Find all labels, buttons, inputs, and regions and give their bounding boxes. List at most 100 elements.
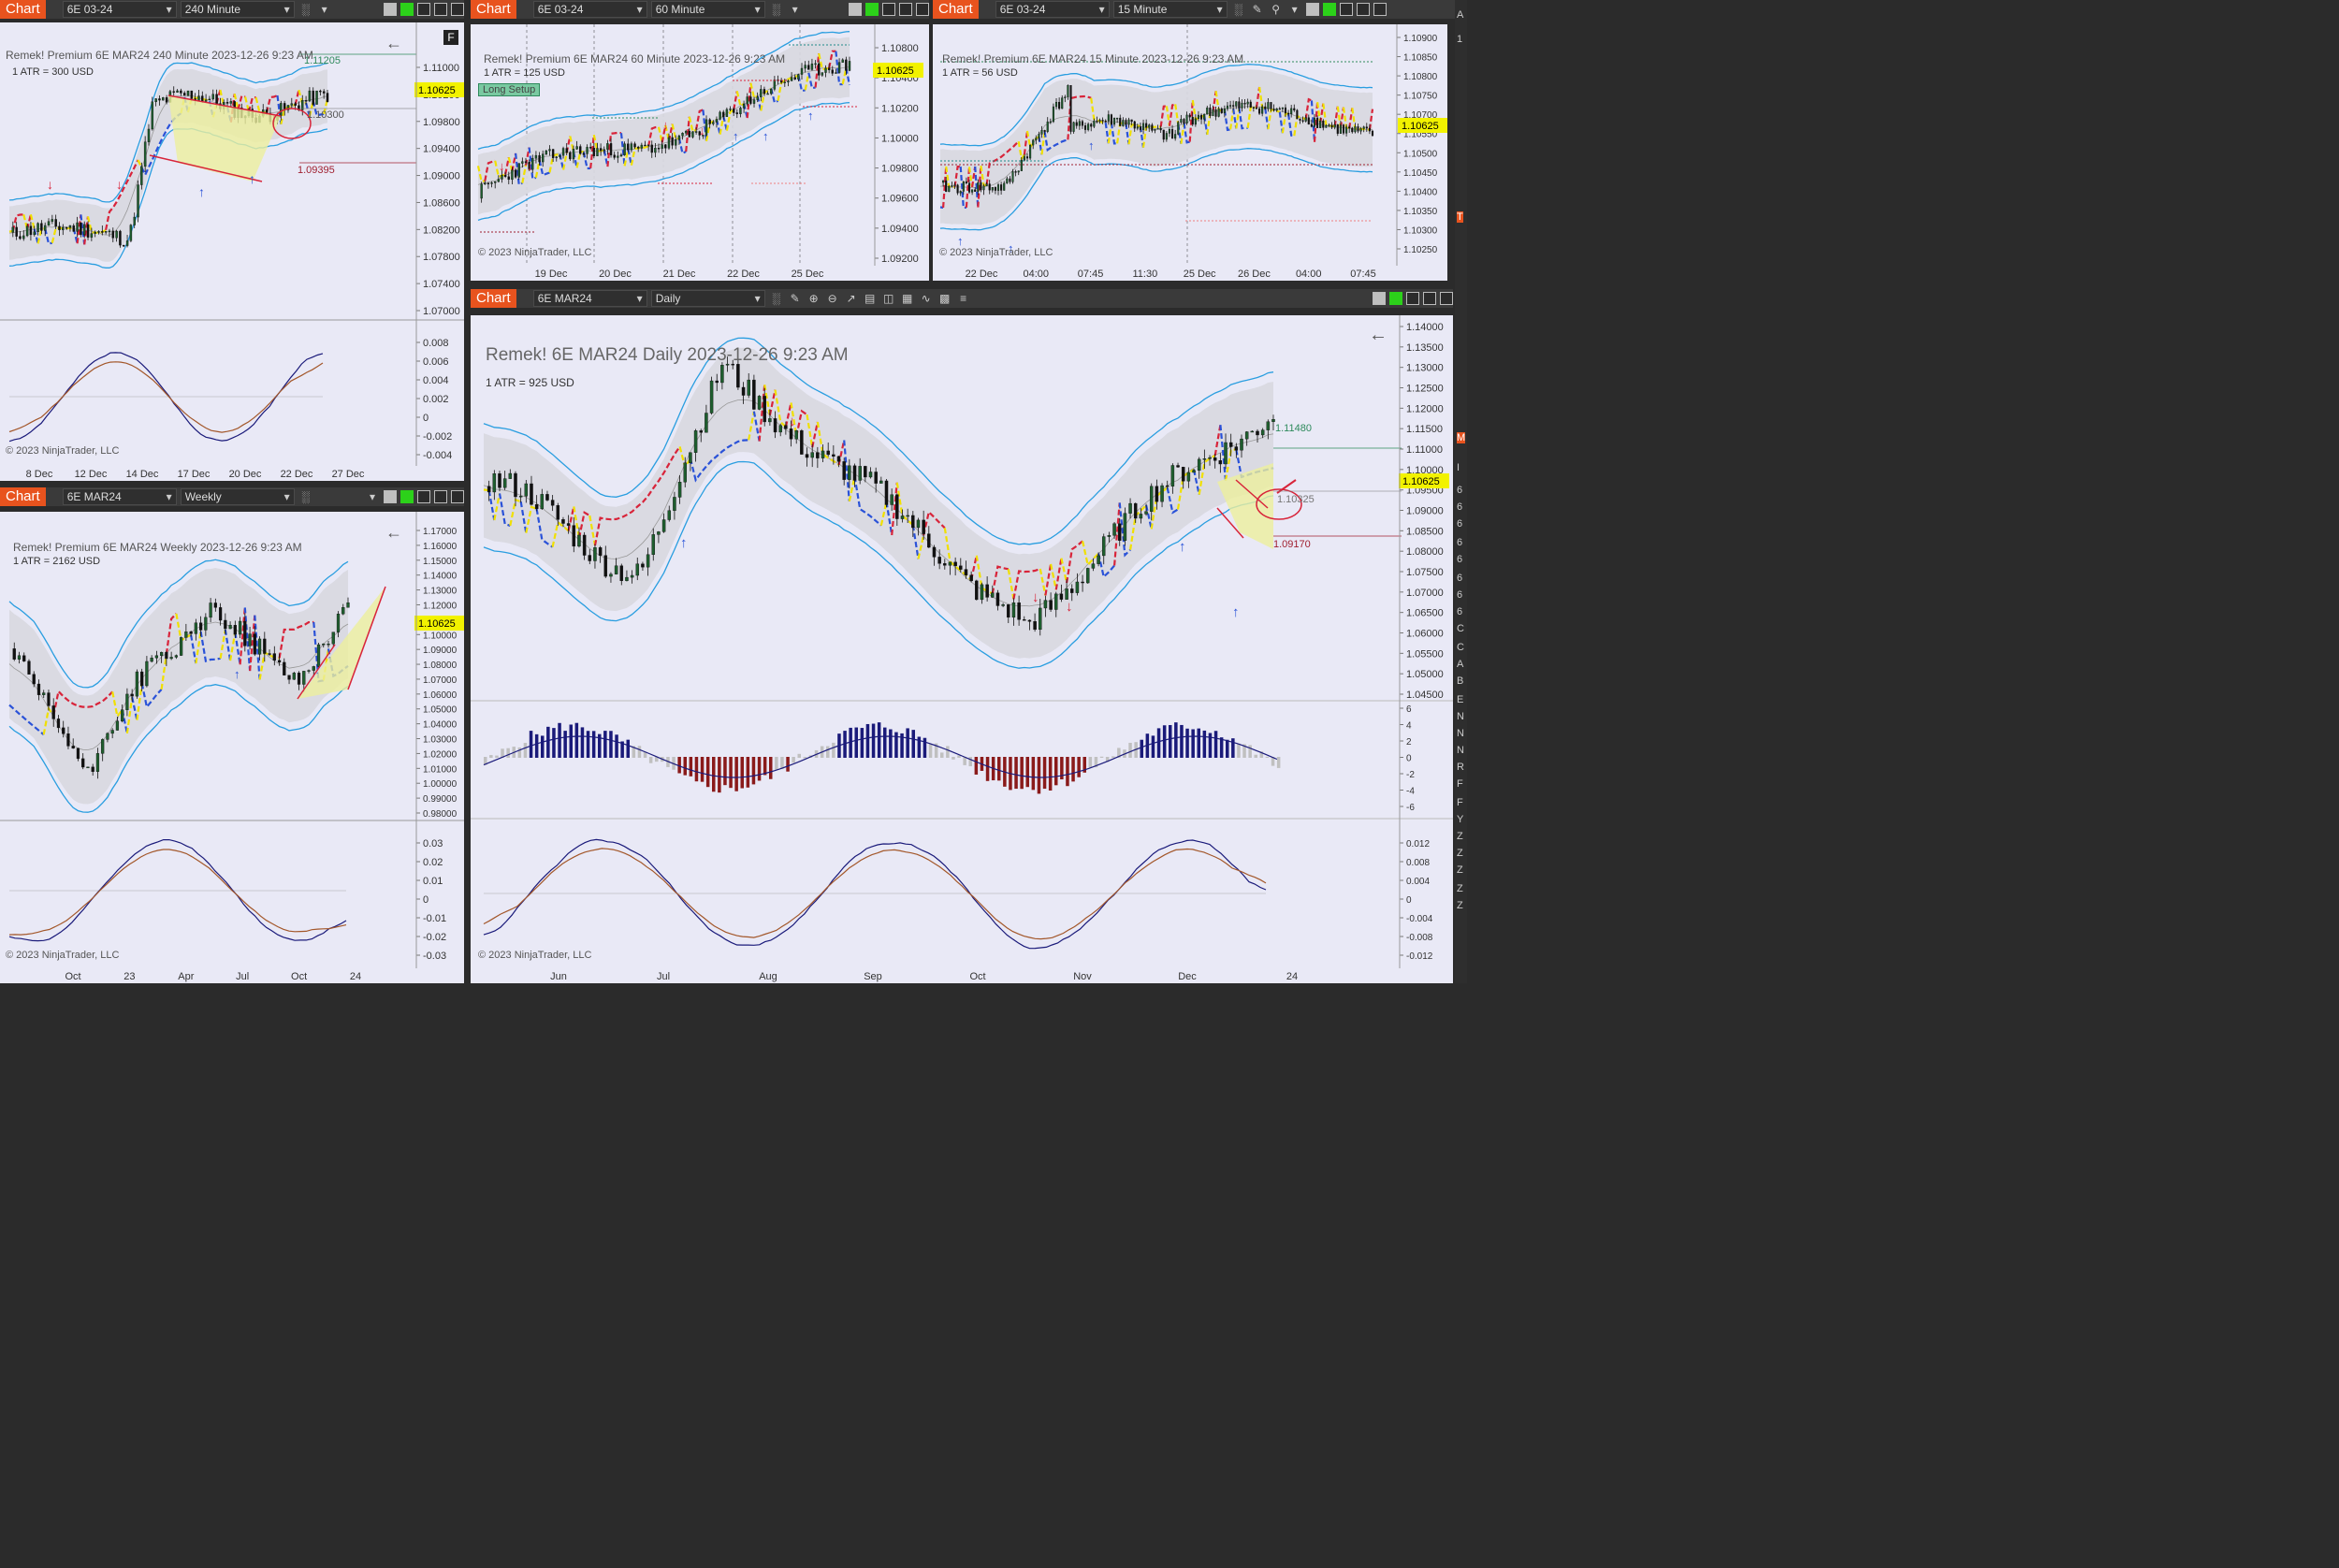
chart-tab[interactable]: Chart	[0, 0, 46, 19]
candle-body	[1107, 535, 1111, 537]
minimize-icon[interactable]	[417, 3, 430, 16]
flag-badge[interactable]: F	[443, 30, 458, 45]
close-icon[interactable]	[451, 3, 464, 16]
histogram-bar	[889, 729, 893, 758]
chart-header: Remek! Premium 6E MAR24 60 Minute 2023-1…	[484, 52, 786, 65]
trailing-stop-line	[985, 140, 1020, 185]
list-icon[interactable]: ≡	[960, 292, 967, 305]
candle-body	[1220, 108, 1223, 113]
zoom-out-icon[interactable]: ⊖	[827, 292, 837, 305]
minimize-icon[interactable]	[1406, 292, 1419, 305]
candle-body	[1139, 126, 1141, 130]
window-link-icon[interactable]	[1373, 292, 1386, 305]
period-selector[interactable]: 60 Minute	[650, 1, 765, 18]
period-selector[interactable]: 240 Minute	[180, 1, 295, 18]
candle-body	[524, 483, 529, 497]
candle-body	[667, 510, 672, 520]
window-status-icon[interactable]	[400, 490, 414, 503]
histogram-bar	[495, 755, 499, 758]
histogram-bar	[655, 757, 659, 762]
histogram-bar	[1248, 745, 1252, 758]
back-arrow-icon[interactable]: ←	[385, 34, 402, 52]
maximize-icon[interactable]	[434, 490, 447, 503]
instrument-selector[interactable]: 6E 03-24	[995, 1, 1110, 18]
candle-body	[530, 483, 533, 505]
indicators-icon[interactable]: ▦	[902, 292, 913, 305]
instrument-selector[interactable]: 6E MAR24	[62, 488, 177, 505]
chart-tab[interactable]: Chart	[471, 289, 516, 308]
window-status-icon[interactable]	[865, 3, 879, 16]
close-icon[interactable]	[916, 3, 929, 16]
trailing-stop-line	[1198, 454, 1216, 495]
zoom-in-icon[interactable]: ⊕	[808, 292, 819, 305]
maximize-icon[interactable]	[899, 3, 912, 16]
bar-type-icon[interactable]: ░	[772, 3, 780, 16]
data-box-icon[interactable]: ▤	[864, 292, 876, 305]
draw-tool-icon[interactable]: ✎	[790, 292, 800, 305]
close-icon[interactable]	[451, 490, 464, 503]
candle-body	[51, 705, 55, 719]
trailing-stop-line	[1023, 130, 1029, 155]
candle-body	[1244, 431, 1249, 440]
candle-body	[592, 148, 596, 156]
candle-body	[110, 730, 114, 734]
dropdown-arrow-icon[interactable]: ▾	[369, 490, 376, 503]
candle-body	[1149, 486, 1154, 512]
candle-body	[974, 189, 977, 192]
templates-icon[interactable]: ▩	[939, 292, 951, 305]
instrument-selector[interactable]: 6E 03-24	[62, 1, 177, 18]
histogram-bar	[792, 757, 795, 763]
candle-body	[1310, 123, 1313, 127]
dropdown-arrow-icon[interactable]: ▾	[1291, 3, 1298, 16]
window-status-icon[interactable]	[400, 3, 414, 16]
back-arrow-icon[interactable]: ←	[385, 523, 402, 542]
minimize-icon[interactable]	[882, 3, 895, 16]
minimize-icon[interactable]	[1339, 3, 1353, 16]
trailing-stop-line	[1097, 553, 1115, 579]
period-selector[interactable]: 15 Minute	[1112, 1, 1228, 18]
draw-tool-icon[interactable]: ✎	[1252, 3, 1262, 16]
candle-body	[1296, 109, 1299, 120]
price-pane[interactable]: 1.112051.103001.093951.110001.102001.098…	[0, 22, 465, 1568]
zoom-icon[interactable]: ⚲	[1271, 3, 1281, 16]
price-pane[interactable]: 1.17000 1.16000 1.15000 1.14000 1.13000 1.120…	[0, 512, 465, 1568]
candle-body	[1345, 126, 1348, 134]
window-status-icon[interactable]	[1389, 292, 1402, 305]
period-selector[interactable]: Weekly	[180, 488, 295, 505]
window-link-icon[interactable]	[849, 3, 862, 16]
minimize-icon[interactable]	[417, 490, 430, 503]
candle-body	[331, 632, 335, 645]
maximize-icon[interactable]	[1356, 3, 1370, 16]
instrument-selector[interactable]: 6E 03-24	[532, 1, 647, 18]
close-icon[interactable]	[1440, 292, 1453, 305]
maximize-icon[interactable]	[1423, 292, 1436, 305]
strategies-icon[interactable]: ∿	[921, 292, 931, 305]
bar-type-icon[interactable]: ░	[301, 490, 310, 503]
price-pane[interactable]: 1.10800 1.10400 1.10200 1.10000 1.09800 1.096…	[471, 24, 929, 1568]
bar-type-icon[interactable]: ░	[301, 3, 310, 16]
dropdown-arrow-icon[interactable]: ▾	[321, 3, 327, 16]
properties-icon[interactable]: ◫	[883, 292, 894, 305]
histogram-bar	[968, 757, 972, 767]
window-link-icon[interactable]	[384, 3, 397, 16]
bar-type-icon[interactable]: ░	[772, 292, 780, 305]
price-pane[interactable]: 1.10900 1.10850 1.10800 1.10750 1.10700 1.105…	[933, 24, 1448, 1568]
candle-body	[213, 603, 217, 608]
window-link-icon[interactable]	[1305, 3, 1319, 16]
candle-body	[316, 644, 321, 667]
close-icon[interactable]	[1373, 3, 1387, 16]
bar-type-icon[interactable]: ░	[1234, 3, 1242, 16]
chart-tab[interactable]: Chart	[471, 0, 516, 19]
period-selector[interactable]: Daily	[650, 290, 765, 307]
maximize-icon[interactable]	[434, 3, 447, 16]
price-pane[interactable]: 1.11480 1.10325 1.09170 1.14000 1.13500 1.130…	[471, 315, 1453, 1568]
window-link-icon[interactable]	[384, 490, 397, 503]
chart-tab[interactable]: Chart	[0, 487, 46, 506]
pointer-icon[interactable]: ↗	[846, 292, 856, 305]
back-arrow-icon[interactable]: ←	[1369, 325, 1387, 345]
chart-tab[interactable]: Chart	[933, 0, 979, 19]
instrument-selector[interactable]: 6E MAR24	[532, 290, 647, 307]
candle-body	[1208, 457, 1212, 459]
window-status-icon[interactable]	[1322, 3, 1336, 16]
dropdown-arrow-icon[interactable]: ▾	[792, 3, 798, 16]
